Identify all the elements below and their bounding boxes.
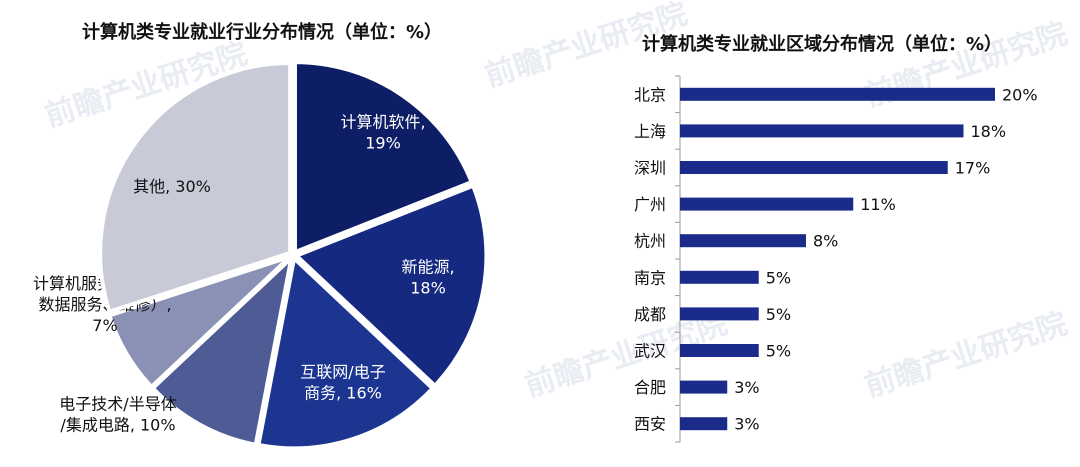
value-label: 3% bbox=[734, 378, 759, 397]
pie-slice bbox=[149, 252, 295, 448]
bar bbox=[680, 417, 728, 431]
category-label: 成都 bbox=[634, 305, 666, 324]
bar bbox=[680, 87, 995, 101]
bar bbox=[680, 161, 948, 174]
value-label: 5% bbox=[766, 268, 791, 287]
category-label: 南京 bbox=[634, 268, 666, 287]
pie-chart-title: 计算机类专业就业行业分布情况（单位：%） bbox=[82, 22, 443, 43]
pie-slice bbox=[292, 183, 489, 389]
category-label: 杭州 bbox=[634, 232, 666, 251]
value-label: 20% bbox=[1002, 85, 1038, 104]
value-label: 11% bbox=[860, 195, 896, 214]
value-label: 3% bbox=[734, 415, 759, 434]
category-label: 合肥 bbox=[634, 378, 666, 397]
category-label: 西安 bbox=[634, 415, 666, 434]
pie-slice-label: 电子技术/半导体/集成电路, 10% bbox=[59, 395, 176, 435]
bar bbox=[680, 380, 728, 394]
bar bbox=[680, 234, 806, 248]
pie-slice bbox=[292, 60, 475, 256]
value-label: 18% bbox=[971, 122, 1007, 141]
category-label: 广州 bbox=[634, 195, 666, 214]
value-label: 8% bbox=[813, 232, 838, 251]
pie-slice-label: 新能源, 18% bbox=[401, 258, 454, 298]
value-label: 5% bbox=[766, 342, 791, 361]
value-label: 5% bbox=[766, 305, 791, 324]
bar bbox=[680, 124, 964, 138]
pie-slice-label: 互联网/电子商务, 16% bbox=[300, 363, 385, 403]
pie-slice-label: 其他, 30% bbox=[133, 177, 211, 196]
pie-slice bbox=[106, 254, 292, 390]
value-label: 17% bbox=[955, 159, 991, 178]
category-label: 武汉 bbox=[634, 342, 666, 361]
bar bbox=[680, 307, 759, 321]
category-label: 北京 bbox=[634, 85, 666, 104]
pie-slice bbox=[98, 60, 293, 315]
pie-slice-label: 计算机软件, 19% bbox=[340, 113, 425, 153]
category-label: 上海 bbox=[634, 122, 666, 141]
category-label: 深圳 bbox=[634, 159, 666, 178]
bar bbox=[680, 197, 854, 211]
bar bbox=[680, 344, 759, 357]
bar-chart-title: 计算机类专业就业区域分布情况（单位：%） bbox=[642, 34, 1003, 55]
bar bbox=[680, 270, 759, 284]
pie-slice bbox=[256, 254, 436, 451]
